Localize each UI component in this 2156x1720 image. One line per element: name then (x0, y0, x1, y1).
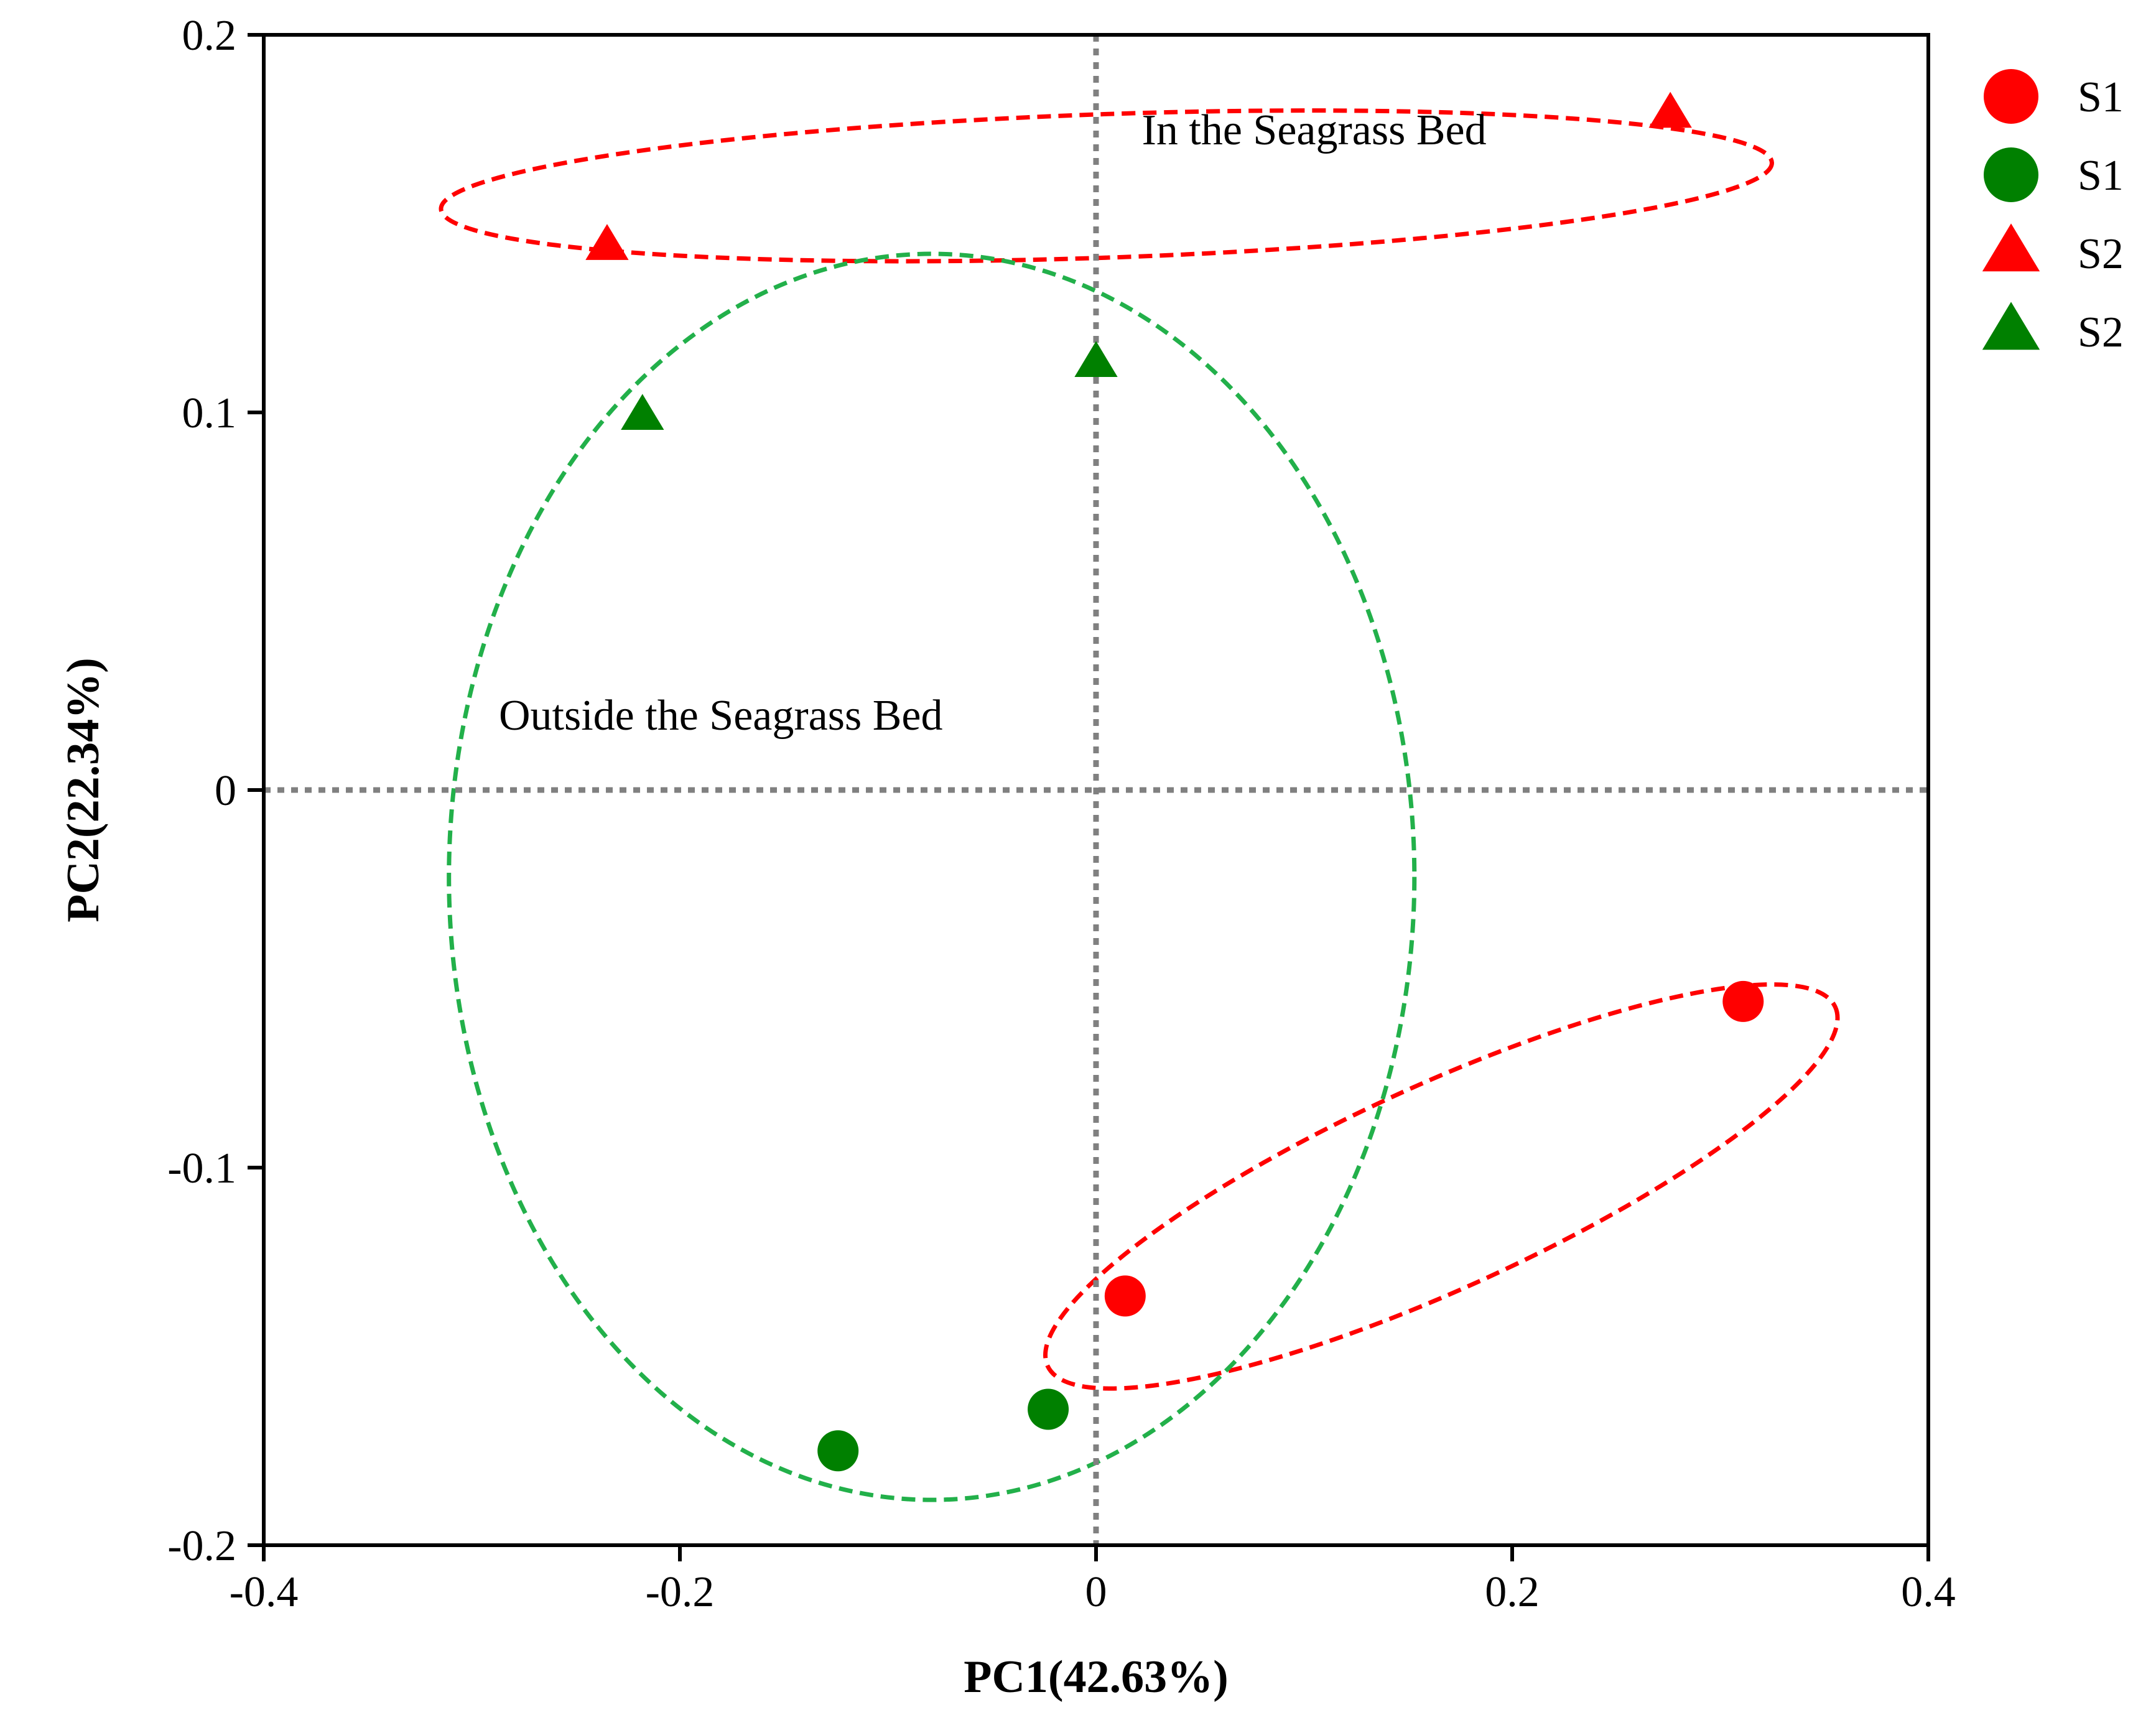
data-point-s1-red-circle-1 (1104, 1275, 1146, 1317)
ellipse-in-seagrass-bottom (1043, 982, 1840, 1391)
annotations-layer: In the Seagrass Bed Outside the Seagrass … (499, 106, 1487, 740)
legend-label: S1 (2078, 73, 2124, 121)
legend: S1 S1 S2 S2 (1982, 69, 2124, 356)
x-tick-label: 0.4 (1901, 1568, 1956, 1616)
y-tick-label: 0.2 (182, 12, 237, 60)
y-tick-label: -0.1 (167, 1145, 236, 1192)
data-point-s2-green-triangle-1 (621, 394, 664, 430)
data-point-s2-green-triangle-2 (1074, 341, 1118, 378)
legend-marker-s1-green (1984, 147, 2038, 202)
data-point-s2-red-triangle-2 (1648, 91, 1692, 128)
legend-label: S2 (2078, 309, 2124, 356)
annotation-in-seagrass-bed: In the Seagrass Bed (1142, 106, 1487, 154)
reference-lines (264, 35, 1928, 1545)
x-tick-label: -0.4 (230, 1568, 299, 1616)
data-point-s1-red-circle-2 (1722, 980, 1764, 1022)
points-layer (585, 91, 1764, 1472)
x-tick-label: 0.2 (1485, 1568, 1540, 1616)
legend-label: S1 (2078, 152, 2124, 200)
legend-marker-s2-green (1982, 302, 2040, 350)
x-axis-title: PC1(42.63%) (964, 1652, 1228, 1703)
annotation-outside-seagrass-bed: Outside the Seagrass Bed (499, 692, 942, 740)
ellipse-in-seagrass-top (439, 108, 1774, 264)
y-axis-title: PC2(22.34%) (58, 658, 109, 922)
x-tick-label: 0 (1085, 1568, 1107, 1616)
data-point-s2-red-triangle-1 (585, 224, 629, 260)
y-tick-label: -0.2 (167, 1522, 236, 1570)
legend-marker-s1-red (1984, 69, 2038, 124)
x-tick-label: -0.2 (646, 1568, 715, 1616)
legend-label: S2 (2078, 230, 2124, 278)
ellipse-outside-seagrass (447, 251, 1417, 1502)
data-point-s1-green-circle-2 (1028, 1388, 1069, 1430)
y-tick-label: 0 (215, 767, 236, 815)
axes-layer: -0.4 -0.2 0 0.2 0.4-0.2-0.100.10.2PC1(42.63%… (58, 12, 1956, 1703)
ellipses-layer (439, 108, 1840, 1502)
y-tick-label: 0.1 (182, 389, 237, 437)
legend-marker-s2-red (1982, 223, 2040, 272)
data-point-s1-green-circle-1 (817, 1430, 859, 1472)
